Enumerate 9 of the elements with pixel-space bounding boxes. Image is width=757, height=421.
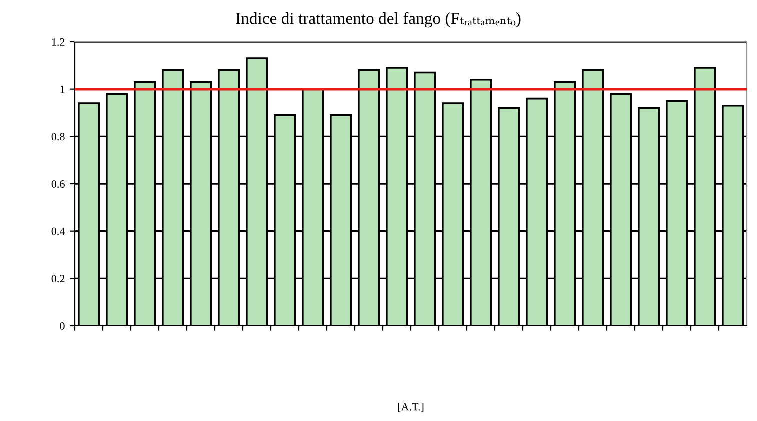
text: [A.T.] — [398, 402, 424, 412]
y-tick-label: 1.2 — [52, 38, 65, 46]
chart-title: Indice di trattamento del fango (Fₜᵣₐₜₜₐₘₑₙₜₒ) — [236, 12, 521, 28]
y-tick-label: 0.6 — [52, 180, 65, 188]
y-tick-label: 0.4 — [52, 228, 66, 236]
y-tick-label: 1 — [60, 86, 65, 94]
y-tick-label: 0.8 — [52, 133, 65, 141]
y-tick-label: 0.2 — [52, 275, 65, 283]
y-tick-label: 0 — [60, 322, 65, 330]
